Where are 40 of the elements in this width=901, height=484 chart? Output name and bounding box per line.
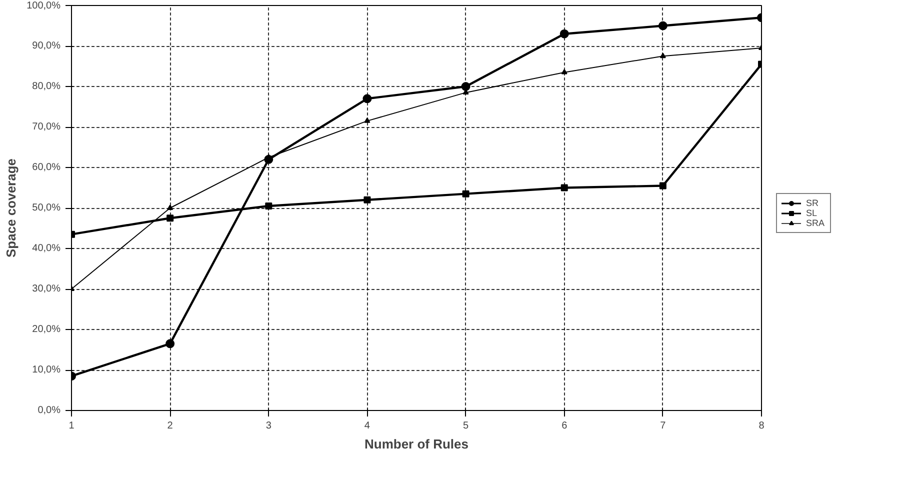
point — [462, 190, 470, 198]
x-tick-label: 5 — [463, 420, 470, 432]
y-axis-title: Space coverage — [4, 158, 19, 258]
legend-label: SL — [806, 208, 818, 218]
point — [461, 82, 470, 91]
point — [362, 94, 372, 104]
x-tick-label: 8 — [758, 420, 765, 432]
point — [658, 21, 668, 30]
point — [560, 184, 568, 192]
y-tick-label: 0,0% — [38, 405, 61, 416]
point — [166, 339, 175, 348]
point — [660, 52, 666, 58]
point — [265, 202, 272, 210]
point — [364, 118, 370, 123]
point — [364, 196, 371, 204]
x-axis-title: Number of Rules — [364, 436, 469, 452]
y-tick-label: 80,0% — [32, 81, 61, 92]
x-tick-label: 1 — [68, 420, 75, 432]
x-tick-label: 6 — [562, 420, 568, 432]
x-tick-label: 3 — [266, 420, 272, 432]
y-tick-label: 30,0% — [32, 284, 61, 294]
y-tick-label: 90,0% — [32, 40, 61, 52]
y-tick-label: 70,0% — [32, 122, 61, 132]
y-tick-label: 100,0% — [26, 0, 61, 12]
legend-label: SR — [806, 198, 820, 208]
point — [166, 214, 174, 222]
y-tick-label: 40,0% — [32, 243, 61, 254]
x-tick-label: 7 — [660, 420, 666, 432]
point — [167, 204, 174, 210]
x-tick-label: 4 — [364, 420, 370, 432]
point — [264, 154, 274, 164]
point — [659, 182, 666, 190]
point — [560, 29, 569, 38]
y-tick-label: 50,0% — [32, 202, 61, 214]
point — [561, 68, 568, 74]
legend-label: SRA — [806, 218, 826, 228]
y-tick-label: 10,0% — [32, 364, 61, 376]
y-tick-label: 20,0% — [32, 324, 61, 335]
y-tick-label: 60,0% — [32, 162, 61, 173]
x-tick-label: 2 — [167, 420, 174, 432]
